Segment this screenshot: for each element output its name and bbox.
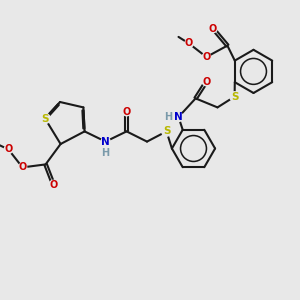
- Circle shape: [49, 180, 58, 189]
- Circle shape: [162, 127, 171, 136]
- Text: S: S: [41, 113, 49, 124]
- Text: O: O: [18, 162, 27, 172]
- Text: S: S: [163, 126, 170, 136]
- Text: O: O: [185, 38, 193, 49]
- Text: O: O: [202, 52, 211, 62]
- Text: H: H: [164, 112, 173, 122]
- Circle shape: [165, 113, 172, 121]
- Circle shape: [102, 149, 110, 157]
- Text: O: O: [122, 106, 131, 117]
- Text: O: O: [202, 76, 211, 87]
- Circle shape: [209, 24, 217, 33]
- Circle shape: [202, 77, 211, 86]
- Circle shape: [185, 39, 193, 48]
- Text: O: O: [209, 23, 217, 34]
- Text: H: H: [101, 148, 110, 158]
- Circle shape: [230, 92, 239, 101]
- Text: S: S: [231, 92, 238, 102]
- Text: N: N: [174, 112, 183, 122]
- Circle shape: [122, 107, 131, 116]
- Circle shape: [202, 53, 211, 61]
- Circle shape: [101, 137, 110, 146]
- Circle shape: [174, 112, 183, 122]
- Text: O: O: [49, 179, 58, 190]
- Text: N: N: [101, 136, 110, 147]
- Circle shape: [40, 113, 50, 124]
- Circle shape: [18, 163, 27, 172]
- Text: O: O: [4, 144, 13, 154]
- Circle shape: [4, 145, 13, 154]
